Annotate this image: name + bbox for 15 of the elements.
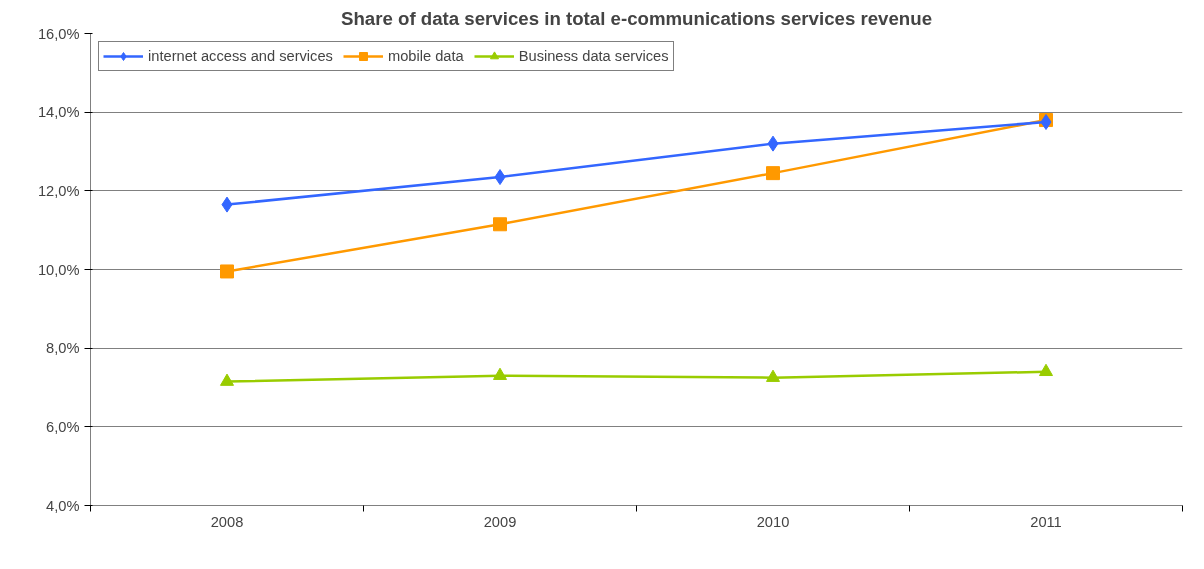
- y-tick-label: 8,0%: [46, 340, 80, 357]
- legend-label: Business data services: [518, 48, 669, 64]
- y-tick-label: 6,0%: [46, 418, 80, 435]
- legend-label: mobile data: [387, 48, 464, 64]
- y-tick-label: 10,0%: [37, 261, 80, 278]
- x-tick-label: 2011: [1030, 513, 1062, 530]
- legend-label: internet access and services: [148, 48, 333, 64]
- y-tick-label: 14,0%: [37, 104, 80, 121]
- y-tick-label: 12,0%: [37, 182, 80, 199]
- chart-title: Share of data services in total e-communications services revenue: [340, 7, 933, 29]
- x-tick-label: 2009: [483, 513, 517, 530]
- x-tick-label: 2008: [210, 513, 244, 530]
- y-tick-label: 4,0%: [46, 497, 80, 514]
- x-tick-label: 2010: [756, 513, 790, 530]
- y-tick-label: 16,0%: [37, 25, 80, 42]
